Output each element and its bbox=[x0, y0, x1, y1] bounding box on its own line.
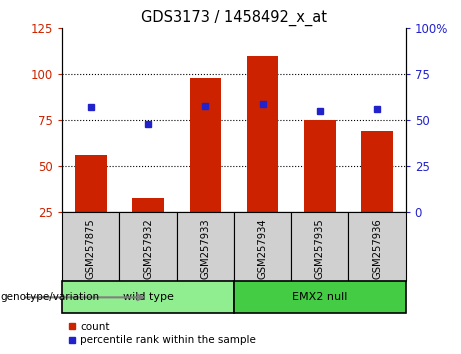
Legend: count, percentile rank within the sample: count, percentile rank within the sample bbox=[67, 322, 256, 345]
Text: genotype/variation: genotype/variation bbox=[0, 292, 99, 302]
Bar bbox=[189, 78, 221, 212]
Text: GSM257935: GSM257935 bbox=[315, 218, 325, 279]
Bar bbox=[291, 212, 349, 281]
Bar bbox=[62, 281, 234, 313]
Bar bbox=[247, 56, 278, 212]
Bar bbox=[75, 155, 106, 212]
Text: GSM257875: GSM257875 bbox=[86, 218, 96, 279]
Text: EMX2 null: EMX2 null bbox=[292, 292, 348, 302]
Bar bbox=[234, 212, 291, 281]
Text: GSM257934: GSM257934 bbox=[258, 218, 267, 279]
Title: GDS3173 / 1458492_x_at: GDS3173 / 1458492_x_at bbox=[141, 9, 327, 25]
Bar bbox=[349, 212, 406, 281]
Text: GSM257936: GSM257936 bbox=[372, 218, 382, 279]
Bar bbox=[234, 281, 406, 313]
Bar bbox=[304, 120, 336, 212]
Text: GSM257933: GSM257933 bbox=[201, 218, 210, 279]
Bar bbox=[62, 212, 119, 281]
Text: GSM257932: GSM257932 bbox=[143, 218, 153, 279]
Bar bbox=[361, 131, 393, 212]
Bar bbox=[177, 212, 234, 281]
Bar bbox=[132, 198, 164, 212]
Text: wild type: wild type bbox=[123, 292, 173, 302]
Bar bbox=[119, 212, 177, 281]
